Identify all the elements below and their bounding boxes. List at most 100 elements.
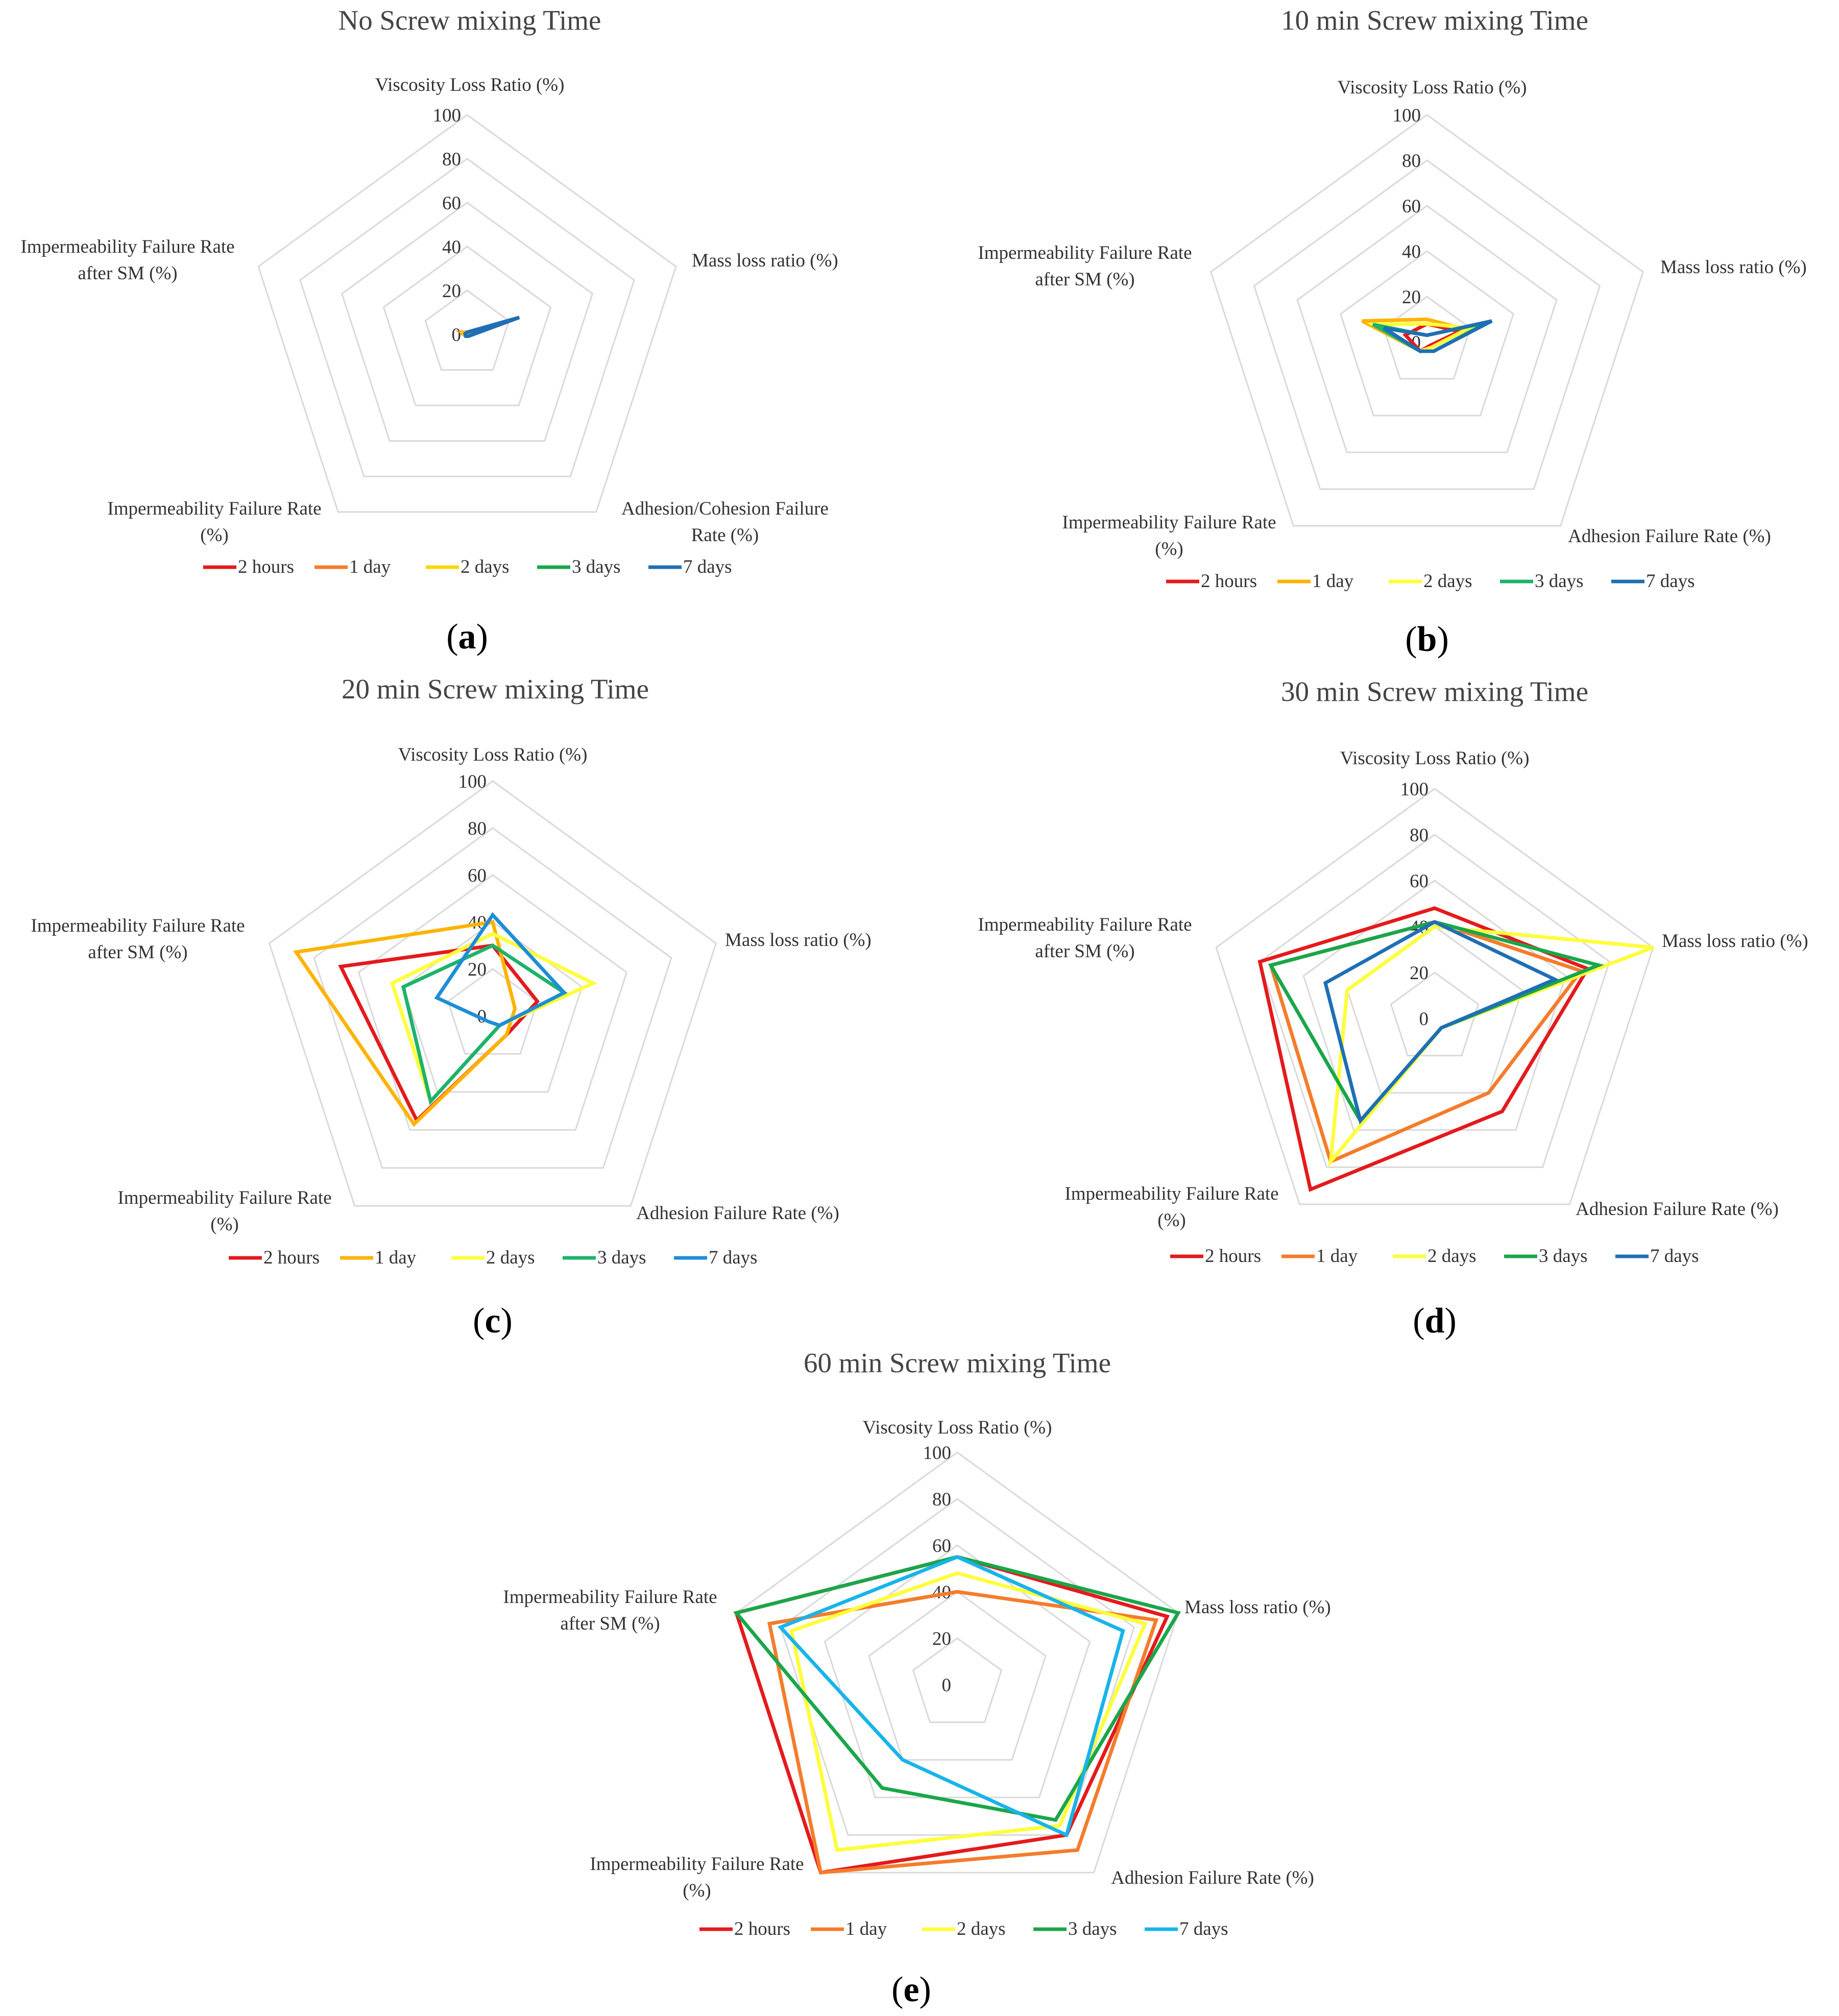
axis-label: Adhesion Failure Rate (%) bbox=[1111, 1867, 1314, 1888]
grid-ring bbox=[341, 202, 594, 442]
axis-label: Impermeability Failure Rate after SM (%) bbox=[20, 236, 234, 284]
axis-label: Mass loss ratio (%) bbox=[1662, 931, 1808, 952]
legend-label: 3 days bbox=[1068, 1918, 1117, 1939]
chart-title: 60 min Screw mixing Time bbox=[804, 1347, 1111, 1378]
axis-label: Viscosity Loss Ratio (%) bbox=[1340, 748, 1530, 769]
tick-label: 0 bbox=[1419, 1009, 1429, 1030]
legend-label: 3 days bbox=[572, 556, 621, 577]
radar-chart-e: 60 min Screw mixing Time020406080100Visc… bbox=[503, 1347, 1330, 2009]
axis-label: Impermeability Failure Rate (%) bbox=[1062, 512, 1276, 560]
grid-ring bbox=[299, 158, 635, 477]
axis-label: Adhesion Failure Rate (%) bbox=[1576, 1199, 1779, 1220]
radar-chart-a: No Screw mixing Time 0 20 40 60 80 100 Viscosit… bbox=[20, 5, 838, 657]
radar-chart-c: 20 min Screw mixing Time020406080100Visc… bbox=[31, 673, 871, 1341]
series-line bbox=[789, 1571, 1148, 1852]
radar-chart-d: 30 min Screw mixing Time020406080100Visc… bbox=[978, 676, 1808, 1341]
legend-label: 7 days bbox=[1646, 571, 1695, 592]
grid-ring bbox=[1215, 788, 1654, 1205]
legend-label: 2 hours bbox=[238, 556, 294, 577]
grid-ring bbox=[1390, 971, 1480, 1057]
chart-title: 30 min Screw mixing Time bbox=[1281, 676, 1588, 707]
tick-label: 20 bbox=[1410, 963, 1429, 984]
tick-label: 60 bbox=[932, 1536, 951, 1557]
tick-label: 80 bbox=[442, 149, 461, 170]
series-line bbox=[293, 920, 517, 1127]
tick-label: 100 bbox=[458, 771, 487, 792]
axis-label: Impermeability Failure Rate after SM (%) bbox=[31, 915, 245, 963]
axis-label: Impermeability Failure Rate after SM (%) bbox=[978, 242, 1192, 290]
tick-label: 100 bbox=[1400, 779, 1429, 800]
legend-label: 2 days bbox=[486, 1247, 535, 1268]
grid-ring bbox=[268, 780, 717, 1207]
legend-label: 1 day bbox=[1316, 1246, 1358, 1267]
axis-label: Mass loss ratio (%) bbox=[725, 930, 872, 951]
tick-label: 60 bbox=[1410, 871, 1429, 892]
tick-label: 0 bbox=[942, 1675, 952, 1696]
panel-label: (c) bbox=[473, 1301, 513, 1341]
grid-ring bbox=[780, 1498, 1135, 1836]
series-line bbox=[1328, 925, 1654, 1168]
grid-ring bbox=[357, 874, 628, 1131]
axis-label: Viscosity Loss Ratio (%) bbox=[863, 1417, 1052, 1438]
grid-ring bbox=[382, 246, 552, 406]
axis-label: Impermeability Failure Rate (%) bbox=[107, 498, 321, 546]
tick-label: 100 bbox=[433, 105, 462, 126]
series-line bbox=[401, 943, 568, 1105]
tick-label: 100 bbox=[923, 1443, 952, 1464]
grid-ring bbox=[1296, 205, 1558, 453]
axis-label: Impermeability Failure Rate after SM (%) bbox=[503, 1587, 717, 1634]
tick-label: 100 bbox=[1393, 105, 1421, 126]
panel-label: (b) bbox=[1405, 620, 1449, 659]
grid-ring bbox=[1210, 114, 1644, 527]
legend-label: 7 days bbox=[1179, 1918, 1228, 1939]
tick-label: 40 bbox=[1402, 241, 1421, 262]
axis-label: Viscosity Loss Ratio (%) bbox=[1338, 77, 1527, 98]
legend-label: 2 hours bbox=[1205, 1246, 1261, 1267]
tick-label: 20 bbox=[442, 281, 461, 302]
grid-ring bbox=[824, 1544, 1091, 1799]
legend-label: 1 day bbox=[375, 1247, 417, 1268]
grid-ring bbox=[424, 289, 510, 371]
panel-label: (e) bbox=[891, 1970, 931, 2009]
legend-label: 2 days bbox=[1427, 1246, 1477, 1267]
legend-label: 1 day bbox=[845, 1918, 887, 1939]
series-line bbox=[733, 1555, 1181, 1822]
panel-label: (d) bbox=[1413, 1301, 1457, 1341]
grid-ring bbox=[912, 1637, 1003, 1723]
radar-chart-b: 10 min Screw mixing Time020406080100Visc… bbox=[978, 5, 1806, 659]
legend-label: 7 days bbox=[709, 1247, 758, 1268]
legend-label: 3 days bbox=[1539, 1246, 1588, 1267]
axis-label: Impermeability Failure Rate (%) bbox=[1064, 1183, 1278, 1231]
axis-label: Mass loss ratio (%) bbox=[1660, 257, 1807, 278]
legend-label: 2 hours bbox=[1201, 571, 1257, 592]
series-line bbox=[434, 912, 567, 1028]
legend-label: 3 days bbox=[597, 1247, 646, 1268]
axis-label: Impermeability Failure Rate (%) bbox=[590, 1854, 804, 1901]
axis-label: Adhesion Failure Rate (%) bbox=[1568, 526, 1771, 547]
axis-label: Mass loss ratio (%) bbox=[692, 250, 838, 271]
axis-label: Adhesion Failure Rate (%) bbox=[636, 1203, 839, 1224]
axis-label: Mass loss ratio (%) bbox=[1184, 1597, 1331, 1618]
axis-label: Impermeability Failure Rate (%) bbox=[117, 1187, 331, 1235]
tick-label: 20 bbox=[468, 959, 487, 980]
grid-ring bbox=[257, 114, 677, 513]
legend-label: 2 hours bbox=[263, 1247, 320, 1268]
series-line bbox=[1268, 920, 1584, 1164]
tick-label: 60 bbox=[1402, 196, 1421, 217]
series-line bbox=[1383, 319, 1493, 353]
series-line bbox=[1323, 920, 1559, 1125]
legend-label: 2 days bbox=[461, 556, 510, 577]
tick-label: 60 bbox=[468, 865, 487, 886]
axis-label: Adhesion/Cohesion Failure Rate (%) bbox=[621, 498, 829, 546]
series-line bbox=[777, 1554, 1125, 1838]
legend-label: 2 hours bbox=[734, 1918, 790, 1939]
chart-title: No Screw mixing Time bbox=[338, 5, 601, 36]
tick-label: 80 bbox=[1402, 151, 1421, 172]
tick-label: 40 bbox=[442, 237, 461, 258]
legend-label: 1 day bbox=[1312, 571, 1354, 592]
chart-title: 10 min Screw mixing Time bbox=[1281, 5, 1588, 36]
legend-label: 7 days bbox=[683, 556, 732, 577]
grid-ring bbox=[313, 827, 672, 1169]
axis-label: Impermeability Failure Rate after SM (%) bbox=[978, 914, 1192, 962]
